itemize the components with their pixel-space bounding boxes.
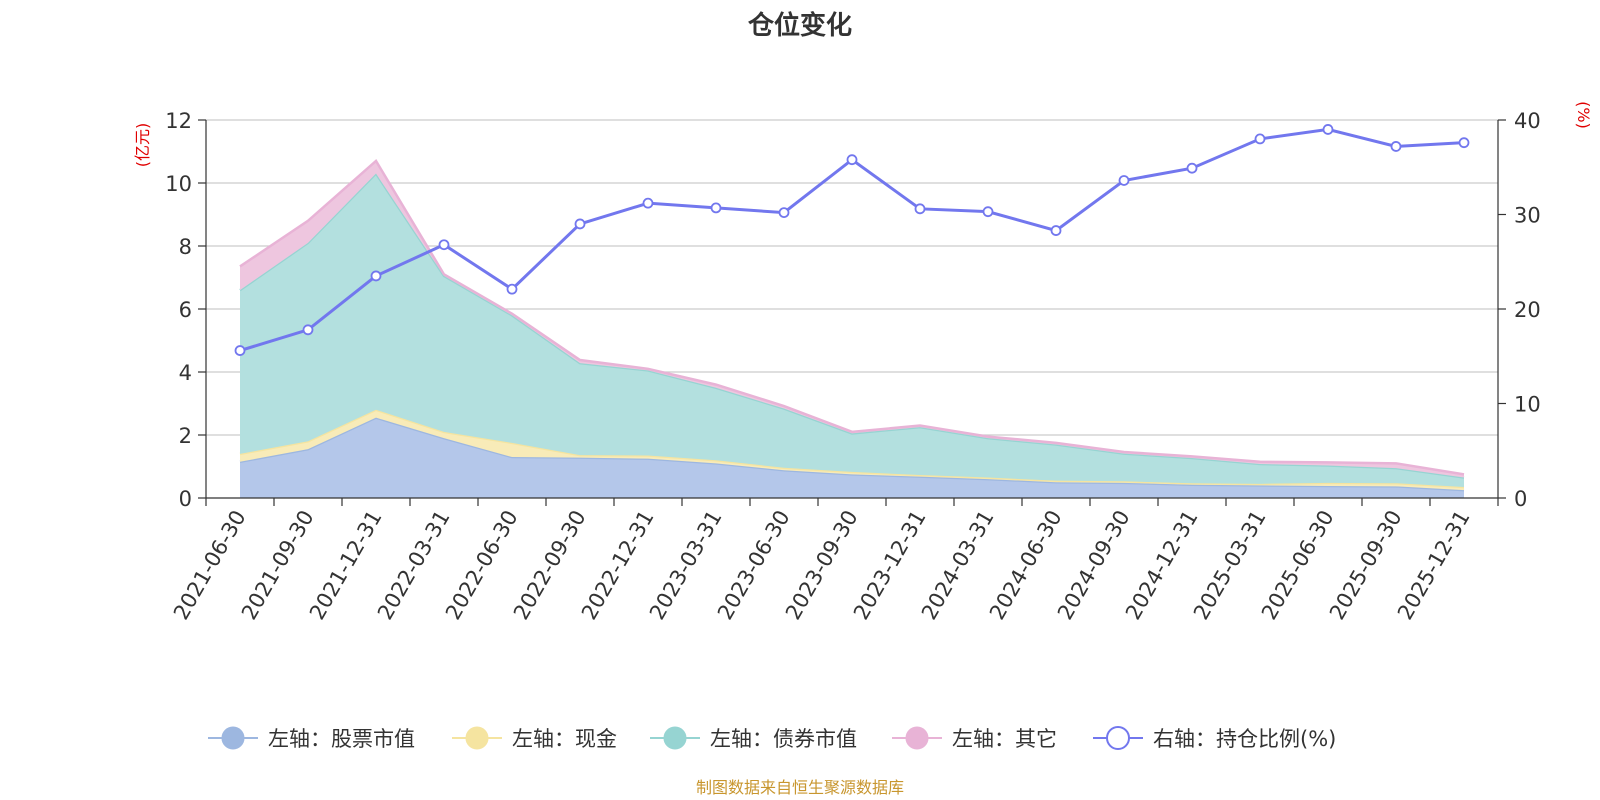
ratio-point [778, 207, 790, 219]
x-tick-label: 2024-09-30 [1053, 506, 1135, 624]
ratio-point [574, 218, 586, 230]
x-tick-label: 2024-06-30 [985, 506, 1067, 624]
x-tick-label: 2022-03-31 [373, 506, 455, 624]
ratio-point [1118, 175, 1130, 186]
ratio-point [370, 270, 382, 282]
legend-label: 左轴：债券市值 [710, 727, 857, 751]
ratio-point [1390, 141, 1402, 152]
left-tick-label: 6 [179, 298, 192, 322]
ratio-line [234, 124, 1470, 356]
right-tick-label: 0 [1514, 487, 1527, 511]
right-tick-label: 10 [1514, 393, 1541, 417]
legend-item: 左轴：其它 [892, 726, 1057, 751]
x-tick-label: 2022-06-30 [441, 506, 523, 624]
stacked-areas [239, 159, 1465, 498]
x-tick-label: 2021-12-31 [305, 506, 387, 624]
legend-item: 右轴：持仓比例(%) [1093, 726, 1336, 751]
x-tick-label: 2021-09-30 [237, 506, 319, 624]
left-tick-label: 0 [179, 487, 192, 511]
right-tick-label: 30 [1514, 204, 1541, 228]
x-tick-label: 2025-12-31 [1393, 506, 1475, 624]
x-tick-label: 2022-09-30 [509, 506, 591, 624]
ratio-point [438, 239, 450, 251]
x-tick-label: 2025-09-30 [1325, 506, 1407, 624]
x-tick-label: 2023-12-31 [849, 506, 931, 624]
area-2 [240, 173, 1464, 487]
right-tick-label: 20 [1514, 298, 1541, 322]
ratio-point [1050, 225, 1062, 236]
area-1 [240, 409, 1464, 491]
x-tick-label: 2025-03-31 [1189, 506, 1271, 624]
legend-item: 左轴：债券市值 [650, 726, 857, 751]
left-tick-label: 8 [179, 235, 192, 259]
x-tick-label: 2023-09-30 [781, 506, 863, 624]
legend-label: 左轴：股票市值 [268, 727, 415, 751]
ratio-point [1322, 124, 1334, 135]
legend: 左轴：股票市值 左轴：现金 左轴：债券市值 左轴：其它 右轴：持仓比例(%) [208, 726, 1336, 751]
legend-item: 左轴：股票市值 [208, 726, 415, 751]
left-tick-label: 10 [165, 172, 192, 196]
x-tick-label: 2023-03-31 [645, 506, 727, 624]
x-tick-label: 2022-12-31 [577, 506, 659, 624]
ratio-point [506, 283, 518, 295]
source-note: 制图数据来自恒生聚源数据库 [696, 778, 904, 797]
chart-title: 仓位变化 [747, 10, 852, 41]
x-tick-label: 2024-12-31 [1121, 506, 1203, 624]
x-tick-label: 2024-03-31 [917, 506, 999, 624]
ratio-point [982, 206, 994, 218]
left-tick-label: 2 [179, 424, 192, 448]
legend-swatch-dot [663, 726, 687, 750]
x-tick-label: 2023-06-30 [713, 506, 795, 624]
ratio-point [1186, 162, 1198, 174]
legend-swatch-dot [1106, 726, 1130, 750]
ratio-point [1254, 133, 1266, 145]
left-axis-unit: (亿元) [133, 123, 152, 168]
legend-swatch-dot [221, 726, 245, 750]
legend-swatch-dot [465, 726, 489, 750]
legend-item: 左轴：现金 [452, 726, 617, 751]
ratio-point [1458, 137, 1470, 149]
x-tick-label: 2021-06-30 [169, 506, 251, 624]
ratio-point [642, 197, 654, 209]
area-edge-3 [239, 159, 1465, 476]
ratio-point [710, 202, 722, 214]
ratio-point [302, 324, 314, 336]
legend-label: 左轴：现金 [512, 727, 617, 751]
x-tick-label: 2025-06-30 [1257, 506, 1339, 624]
area-0 [240, 417, 1464, 498]
right-axis-unit: (%) [1574, 101, 1593, 129]
legend-label: 右轴：持仓比例(%) [1153, 727, 1336, 751]
legend-label: 左轴：其它 [952, 727, 1057, 751]
ratio-point [234, 345, 246, 356]
left-tick-label: 4 [179, 361, 192, 385]
legend-swatch-dot [905, 726, 929, 750]
right-tick-label: 40 [1514, 109, 1541, 133]
ratio-point [914, 203, 926, 215]
ratio-point [846, 154, 858, 166]
left-tick-label: 12 [165, 109, 192, 133]
